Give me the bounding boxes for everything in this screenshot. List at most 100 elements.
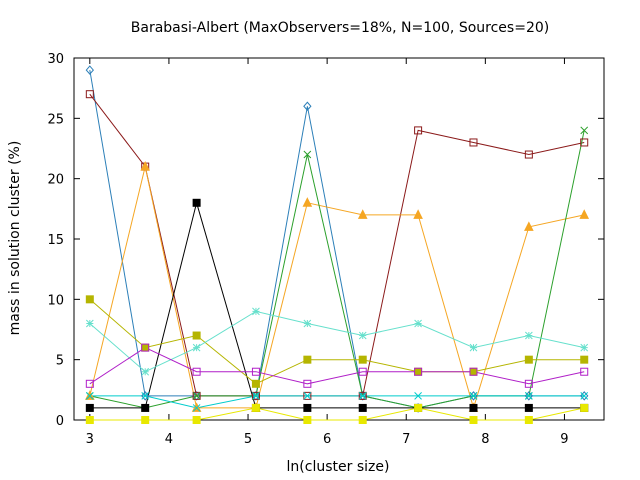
data-point bbox=[524, 355, 533, 364]
data-point bbox=[141, 403, 150, 412]
data-point bbox=[141, 392, 150, 400]
data-point bbox=[303, 403, 312, 412]
y-tick-label: 30 bbox=[47, 52, 64, 67]
data-point bbox=[524, 403, 533, 412]
data-point bbox=[303, 150, 312, 159]
data-point bbox=[358, 416, 367, 424]
x-tick-label: 9 bbox=[560, 432, 568, 447]
series-line bbox=[89, 298, 585, 385]
y-tick-label: 10 bbox=[47, 293, 64, 308]
data-point bbox=[192, 392, 201, 400]
data-point bbox=[85, 295, 94, 304]
data-point bbox=[85, 65, 94, 75]
data-point bbox=[252, 307, 260, 316]
y-tick-label: 0 bbox=[56, 414, 64, 429]
series-line bbox=[89, 395, 585, 409]
y-tick-label: 25 bbox=[47, 112, 64, 127]
y-tick-label: 5 bbox=[56, 354, 64, 369]
data-point bbox=[580, 355, 589, 364]
data-point bbox=[85, 392, 94, 400]
data-point bbox=[580, 138, 589, 147]
data-point bbox=[302, 197, 313, 207]
x-tick-label: 8 bbox=[481, 432, 489, 447]
data-point bbox=[85, 416, 94, 424]
data-point bbox=[358, 355, 367, 364]
data-point bbox=[413, 209, 423, 219]
x-axis-label: ln(cluster size) bbox=[287, 459, 390, 475]
series-line bbox=[89, 407, 585, 421]
data-point bbox=[580, 367, 589, 376]
data-point bbox=[141, 367, 150, 376]
y-tick-label: 20 bbox=[47, 173, 64, 188]
series-line bbox=[89, 70, 585, 409]
data-point bbox=[252, 392, 260, 400]
data-point bbox=[85, 90, 94, 99]
data-point bbox=[524, 391, 534, 401]
plot-frame bbox=[73, 57, 605, 421]
data-point bbox=[524, 416, 533, 424]
data-point bbox=[524, 150, 533, 159]
data-point bbox=[85, 379, 94, 388]
x-tick-label: 4 bbox=[165, 432, 173, 447]
data-point bbox=[303, 416, 312, 424]
data-point bbox=[580, 126, 589, 135]
data-point bbox=[303, 379, 312, 388]
data-point bbox=[414, 367, 423, 376]
data-point bbox=[524, 379, 533, 388]
data-point bbox=[303, 319, 312, 328]
data-point bbox=[141, 391, 150, 401]
series-line bbox=[89, 347, 585, 385]
data-point bbox=[251, 379, 260, 388]
data-point bbox=[192, 367, 201, 376]
data-point bbox=[192, 391, 201, 400]
data-point bbox=[358, 392, 367, 400]
data-point bbox=[580, 391, 589, 401]
data-point bbox=[141, 343, 150, 352]
data-point bbox=[303, 355, 312, 364]
data-point bbox=[192, 416, 201, 424]
data-point bbox=[524, 331, 533, 340]
series-line bbox=[89, 93, 585, 397]
data-point bbox=[192, 198, 201, 207]
plot-area: 0 5 10 15 20 25 30 3 4 5 6 7 8 9 bbox=[47, 52, 605, 447]
data-point bbox=[469, 416, 478, 424]
y-tick-label: 15 bbox=[47, 233, 64, 248]
series-line bbox=[89, 310, 585, 373]
data-point bbox=[469, 343, 478, 352]
data-point bbox=[469, 403, 478, 412]
data-point bbox=[140, 160, 151, 171]
data-point bbox=[414, 319, 422, 328]
data-point bbox=[303, 391, 312, 400]
data-point bbox=[469, 391, 478, 401]
data-point bbox=[358, 367, 367, 376]
x-tick-label: 7 bbox=[402, 432, 410, 447]
data-point bbox=[469, 367, 478, 376]
data-point bbox=[524, 221, 534, 231]
data-point bbox=[414, 392, 422, 400]
data-point bbox=[414, 367, 423, 376]
data-point bbox=[251, 367, 260, 376]
data-point bbox=[524, 392, 533, 400]
y-axis-label: mass in solution cluster (%) bbox=[7, 141, 23, 336]
data-point bbox=[192, 331, 201, 340]
data-point bbox=[580, 403, 589, 412]
data-point bbox=[580, 343, 589, 352]
data-point bbox=[303, 392, 312, 400]
data-point bbox=[469, 138, 478, 147]
x-tick-label: 6 bbox=[323, 432, 331, 447]
data-point bbox=[469, 367, 478, 376]
series-line bbox=[89, 200, 585, 409]
data-point bbox=[85, 403, 94, 412]
series-line bbox=[89, 130, 585, 409]
series-line bbox=[89, 166, 585, 410]
data-point bbox=[251, 391, 260, 400]
data-point bbox=[192, 343, 201, 352]
x-tick-label: 5 bbox=[244, 432, 252, 447]
data-point bbox=[192, 404, 201, 412]
data-point bbox=[414, 126, 423, 135]
chart-title: Barabasi-Albert (MaxObservers=18%, N=100… bbox=[131, 20, 549, 36]
data-point bbox=[141, 343, 150, 352]
data-point bbox=[358, 403, 367, 412]
data-point bbox=[251, 403, 260, 412]
data-point bbox=[357, 209, 368, 219]
